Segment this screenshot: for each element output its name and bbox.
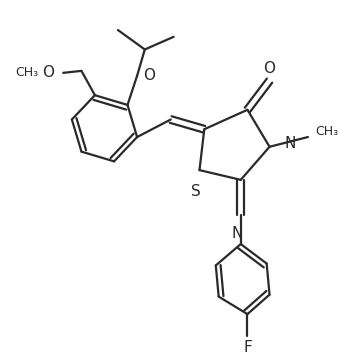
Text: CH₃: CH₃ [316, 125, 339, 138]
Text: O: O [42, 65, 53, 81]
Text: O: O [264, 61, 276, 76]
Text: O: O [143, 68, 155, 83]
Text: S: S [191, 184, 200, 199]
Text: N: N [231, 226, 243, 240]
Text: N: N [285, 136, 296, 151]
Text: CH₃: CH₃ [15, 66, 38, 79]
Text: F: F [243, 340, 252, 355]
